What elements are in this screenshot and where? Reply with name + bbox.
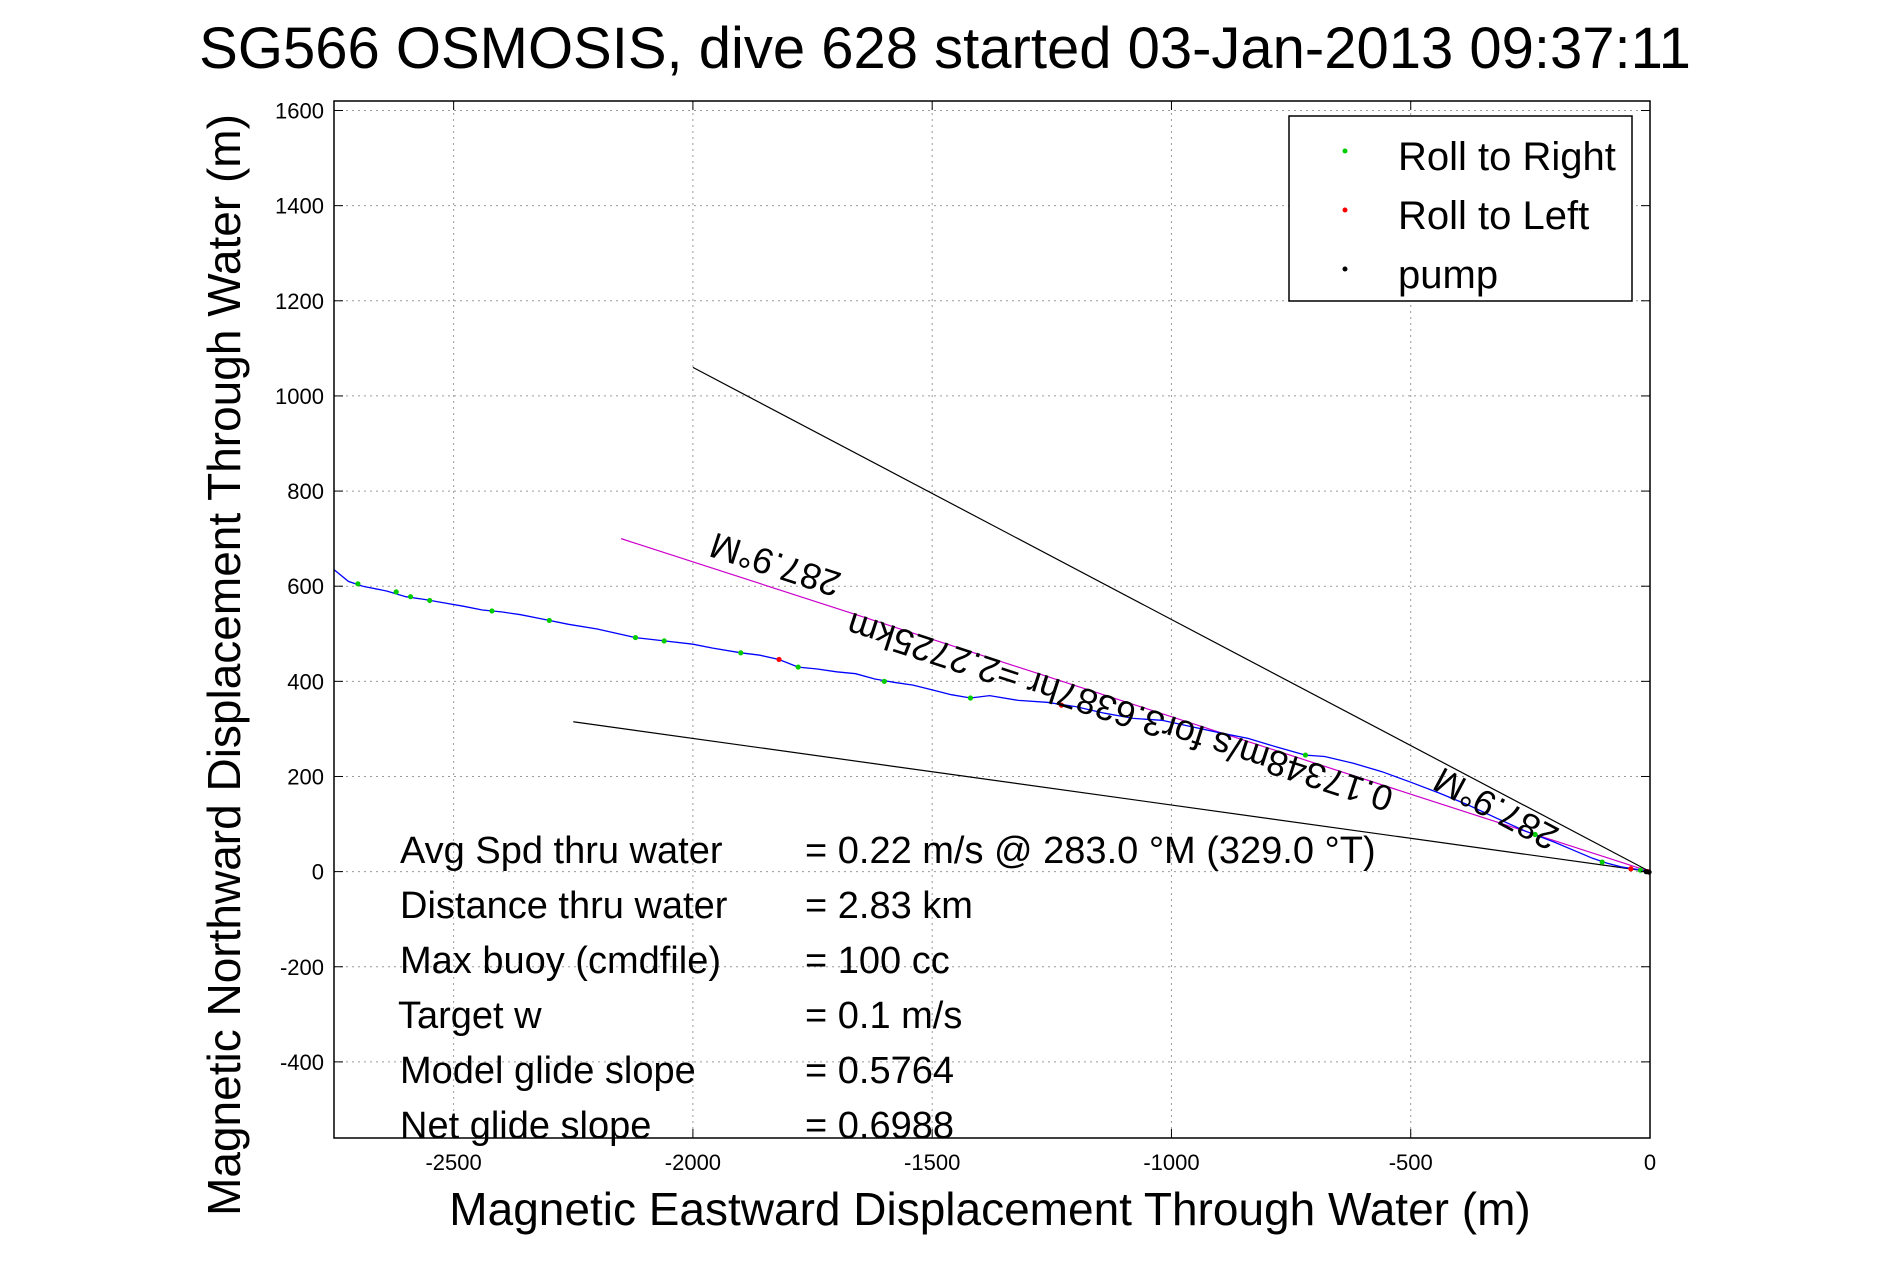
x-tick-label: -2500: [425, 1150, 481, 1175]
legend-roll-left-marker: [1342, 207, 1348, 213]
y-tick-label: 1600: [275, 99, 324, 124]
y-tick-label: 800: [287, 479, 324, 504]
roll-right-point: [881, 678, 887, 684]
track-line: [333, 569, 1651, 873]
heading-line: [692, 366, 1651, 873]
stat-label-avg-speed: Avg Spd thru water: [400, 830, 723, 872]
y-tick-label: 0: [312, 860, 324, 885]
y-tick-label: 200: [287, 764, 324, 789]
x-tick-label: -2000: [665, 1150, 721, 1175]
legend-pump-marker: [1342, 266, 1348, 272]
y-tick-label: -400: [280, 1050, 324, 1075]
roll-right-point: [427, 597, 433, 604]
stat-value-target-w: = 0.1 m/s: [805, 995, 962, 1037]
x-axis-title: Magnetic Eastward Displacement Through W…: [449, 1183, 1530, 1235]
legend-roll-right-marker: [1342, 148, 1348, 154]
heading-line: [573, 721, 1651, 873]
y-tick-label: 400: [287, 669, 324, 694]
y-tick-label: 1400: [275, 194, 324, 219]
stat-label-max-buoy: Max buoy (cmdfile): [400, 940, 721, 982]
y-axis-title: Magnetic Northward Displacement Through …: [198, 114, 250, 1216]
stat-value-max-buoy: = 100 cc: [805, 940, 950, 982]
dive-stats: Avg Spd thru water = 0.22 m/s @ 283.0 °M…: [398, 830, 1376, 1147]
roll-right-point: [355, 581, 361, 587]
roll-right-point: [738, 650, 744, 656]
roll-right-point: [393, 589, 399, 595]
axis-ticks: -2500 -2000 -1500 -1000 -500 0-400-2000200400…: [275, 99, 1656, 1175]
legend-roll-right-label: Roll to Right: [1398, 135, 1616, 179]
legend: Roll to Right Roll to Left pump: [1288, 115, 1633, 302]
legend-roll-left-label: Roll to Left: [1398, 194, 1589, 238]
roll-right-point: [1599, 859, 1605, 865]
heading-line: [620, 538, 1651, 873]
y-tick-label: 1200: [275, 289, 324, 314]
chart-title: SG566 OSMOSIS, dive 628 started 03-Jan-2…: [199, 16, 1691, 81]
stat-label-net-glide: Net glide slope: [400, 1105, 651, 1147]
roll-right-point: [967, 695, 974, 701]
stat-value-net-glide: = 0.6988: [805, 1105, 954, 1147]
y-tick-label: -200: [280, 955, 324, 980]
x-tick-label: -500: [1389, 1150, 1433, 1175]
roll-left-point: [776, 656, 782, 663]
x-tick-label: -1500: [904, 1150, 960, 1175]
stat-label-distance: Distance thru water: [400, 885, 728, 927]
roll-right-point: [407, 594, 414, 600]
roll-right-point: [661, 638, 667, 644]
roll-left-point: [1058, 702, 1064, 708]
y-tick-label: 600: [287, 574, 324, 599]
roll-right-point: [795, 664, 801, 670]
roll-right-point: [632, 634, 639, 641]
stat-value-distance: = 2.83 km: [805, 885, 973, 927]
stat-label-model-glide: Model glide slope: [400, 1050, 696, 1092]
x-tick-label: 0: [1644, 1150, 1656, 1175]
stat-value-model-glide: = 0.5764: [805, 1050, 954, 1092]
stat-value-avg-speed: = 0.22 m/s @ 283.0 °M (329.0 °T): [805, 830, 1376, 872]
roll-right-point: [546, 617, 552, 624]
y-tick-label: 1000: [275, 384, 324, 409]
stat-label-target-w: Target w: [398, 995, 542, 1037]
legend-pump-label: pump: [1398, 253, 1498, 297]
plot-area: [333, 366, 1652, 875]
roll-left-point: [1628, 866, 1634, 872]
x-tick-label: -1000: [1143, 1150, 1199, 1175]
roll-right-point: [1532, 831, 1538, 838]
roll-right-point: [1302, 752, 1309, 758]
plot-frame: [333, 100, 1651, 1139]
roll-right-point: [489, 608, 495, 614]
